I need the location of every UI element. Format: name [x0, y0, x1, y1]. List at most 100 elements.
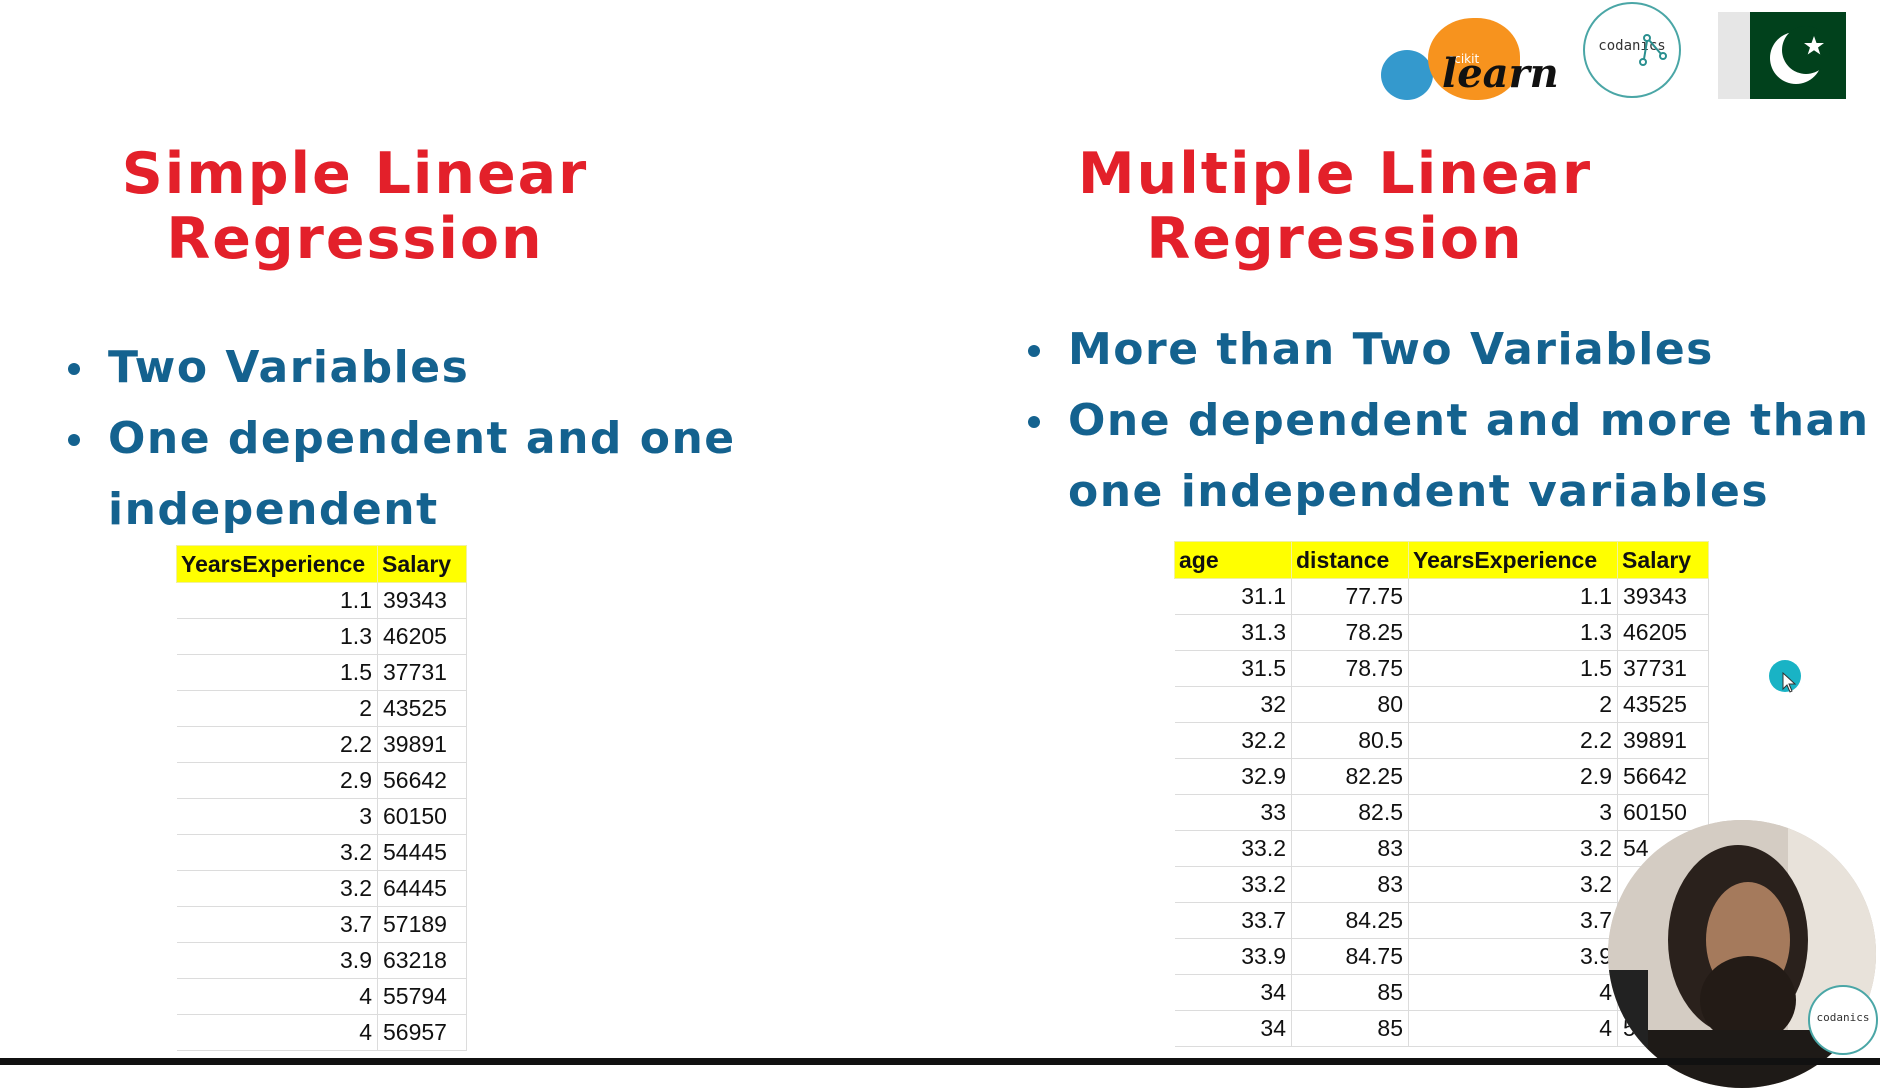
right-table-body: 31.1 77.75 1.1 39343 31.3 78.25 1.3 46205 31.5 78…	[1174, 578, 1709, 1047]
table-row: 31.5 78.75 1.5 37731	[1174, 650, 1709, 687]
right-bullet-list: More than Two Variables One dependent an…	[1028, 314, 1878, 527]
table-cell: 33	[1174, 794, 1292, 831]
table-cell: 84.25	[1291, 902, 1409, 939]
table-cell: 39891	[377, 726, 467, 763]
table-cell: 32	[1174, 686, 1292, 723]
left-title-line1: Simple Linear	[121, 141, 589, 207]
table-cell: 3.2	[1408, 866, 1618, 903]
table-cell: 3.9	[176, 942, 378, 979]
table-row: 3 60150	[176, 798, 467, 835]
table-cell: 60150	[377, 798, 467, 835]
table-row: 1.1 39343	[176, 582, 467, 619]
table-cell: 54445	[377, 834, 467, 871]
left-slide-title: Simple Linear Regression	[110, 142, 600, 272]
table-cell: 57189	[377, 906, 467, 943]
header-distance: distance	[1291, 541, 1409, 579]
table-cell: 34	[1174, 1010, 1292, 1047]
table-cell: 39343	[377, 582, 467, 619]
table-cell: 2.2	[176, 726, 378, 763]
table-row: 4 55794	[176, 978, 467, 1015]
table-cell: 39343	[1617, 578, 1709, 615]
table-cell: 43525	[377, 690, 467, 727]
table-row: 3.7 57189	[176, 906, 467, 943]
table-row: 2 43525	[176, 690, 467, 727]
sklearn-orange-blob	[1428, 18, 1520, 100]
sklearn-small-text: scikit	[1448, 52, 1480, 66]
table-cell: 3.7	[176, 906, 378, 943]
table-cell: 3	[1408, 794, 1618, 831]
bullet-dot-icon	[68, 363, 80, 375]
table-row: 32.2 80.5 2.2 39891	[1174, 722, 1709, 759]
table-row: 3.2 64445	[176, 870, 467, 907]
table-cell: 3.9	[1408, 938, 1618, 975]
table-cell: 33.2	[1174, 866, 1292, 903]
codanics-badge: codanics	[1808, 985, 1878, 1055]
table-cell: 4	[176, 978, 378, 1015]
left-bullet-2-cont: independent	[108, 484, 439, 535]
codanics-logo-text: codanics	[1598, 38, 1666, 54]
table-cell: 3	[176, 798, 378, 835]
table-row: 2.2 39891	[176, 726, 467, 763]
table-cell: 3.2	[176, 834, 378, 871]
left-bullet-1: Two Variables	[68, 332, 768, 403]
table-cell: 56957	[377, 1014, 467, 1051]
table-cell: 33.9	[1174, 938, 1292, 975]
header-years-experience: YearsExperience	[1408, 541, 1618, 579]
network-icon	[1639, 34, 1667, 66]
table-row: 3.2 54445	[176, 834, 467, 871]
table-cell: 82.25	[1291, 758, 1409, 795]
left-bullet-2: One dependent and one	[68, 403, 768, 474]
table-row: 3.9 63218	[176, 942, 467, 979]
bullet-dot-icon	[1028, 345, 1040, 357]
table-cell: 85	[1291, 1010, 1409, 1047]
bullet-dot-icon	[68, 434, 80, 446]
multiple-regression-table: age distance YearsExperience Salary 31.1…	[1174, 541, 1709, 1047]
codanics-badge-text: codanics	[1816, 1011, 1870, 1024]
table-cell: 37731	[1617, 650, 1709, 687]
pakistan-flag-icon	[1718, 12, 1846, 99]
bullet-dot-icon	[1028, 416, 1040, 428]
table-cell: 31.1	[1174, 578, 1292, 615]
table-cell: 3.2	[176, 870, 378, 907]
table-cell: 85	[1291, 974, 1409, 1011]
table-header-row: age distance YearsExperience Salary	[1174, 541, 1709, 579]
table-cell: 55794	[377, 978, 467, 1015]
table-cell: 80	[1291, 686, 1409, 723]
table-row: 2.9 56642	[176, 762, 467, 799]
table-cell: 32.2	[1174, 722, 1292, 759]
bottom-bar	[0, 1058, 1880, 1065]
table-row: 31.3 78.25 1.3 46205	[1174, 614, 1709, 651]
header-years-experience: YearsExperience	[176, 545, 378, 583]
table-cell: 1.5	[176, 654, 378, 691]
mouse-pointer-icon	[1782, 672, 1797, 693]
sklearn-learn-text: learn	[1442, 50, 1559, 97]
table-row: 33.7 84.25 3.7	[1174, 902, 1709, 939]
table-row: 1.3 46205	[176, 618, 467, 655]
left-title-line2: Regression	[166, 206, 544, 272]
table-cell: 78.25	[1291, 614, 1409, 651]
table-cell: 2.2	[1408, 722, 1618, 759]
table-row: 32 80 2 43525	[1174, 686, 1709, 723]
table-cell: 2.9	[1408, 758, 1618, 795]
table-cell: 43525	[1617, 686, 1709, 723]
table-cell: 64445	[377, 870, 467, 907]
table-cell: 77.75	[1291, 578, 1409, 615]
table-cell: 1.1	[176, 582, 378, 619]
left-bullet-list: Two Variables One dependent and one inde…	[68, 332, 768, 545]
table-cell: 84.75	[1291, 938, 1409, 975]
table-cell: 4	[176, 1014, 378, 1051]
table-cell: 39891	[1617, 722, 1709, 759]
table-row: 4 56957	[176, 1014, 467, 1051]
header-salary: Salary	[377, 545, 467, 583]
table-cell: 31.3	[1174, 614, 1292, 651]
table-cell: 37731	[377, 654, 467, 691]
right-bullet-1: More than Two Variables	[1028, 314, 1878, 385]
table-cell: 3.7	[1408, 902, 1618, 939]
left-table-body: 1.1 39343 1.3 46205 1.5 37731 2 43525 2.2 39891 2.…	[176, 582, 467, 1051]
table-cell: 46205	[1617, 614, 1709, 651]
right-title-line1: Multiple Linear	[1077, 141, 1593, 207]
table-cell: 56642	[1617, 758, 1709, 795]
table-cell: 2	[176, 690, 378, 727]
table-cell: 3.2	[1408, 830, 1618, 867]
table-cell: 78.75	[1291, 650, 1409, 687]
